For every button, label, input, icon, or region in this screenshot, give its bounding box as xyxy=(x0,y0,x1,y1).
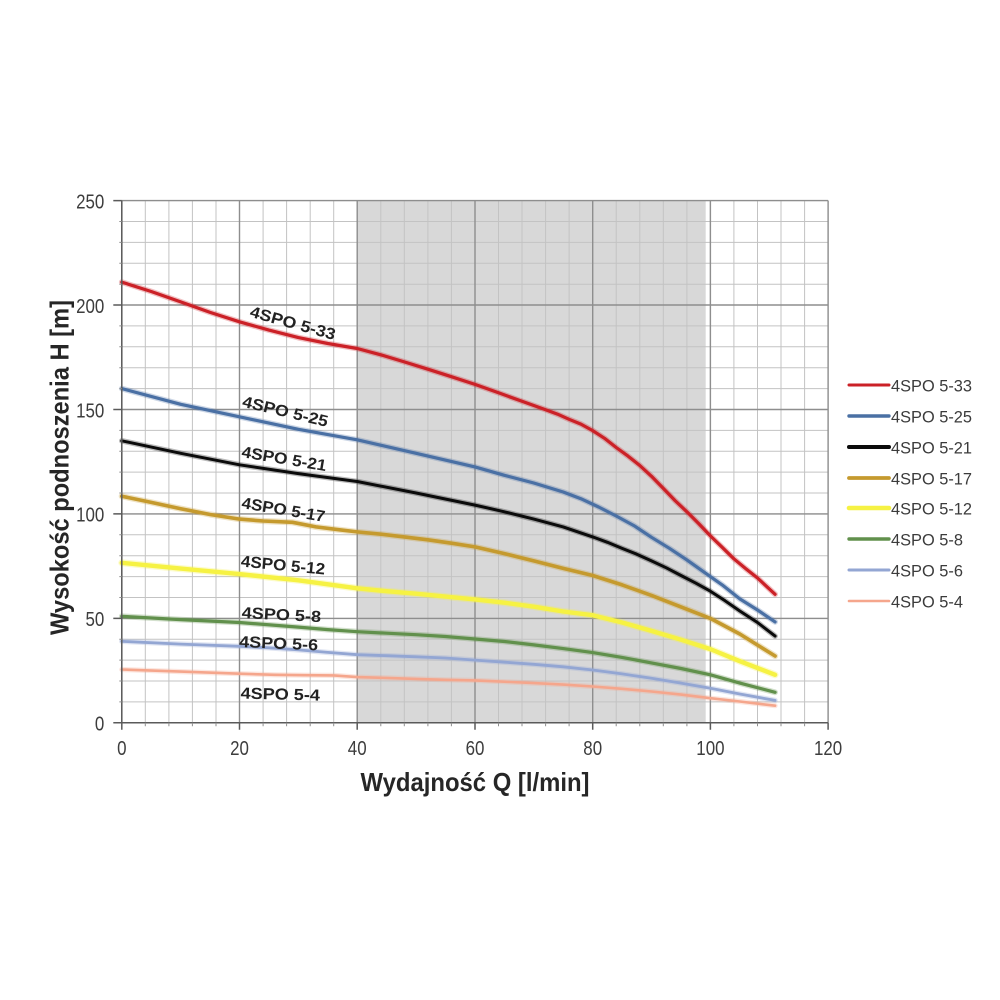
svg-text:0: 0 xyxy=(95,713,104,736)
svg-text:0: 0 xyxy=(117,737,126,760)
svg-text:20: 20 xyxy=(230,737,249,760)
svg-text:50: 50 xyxy=(86,608,105,631)
svg-text:4SPO 5-8: 4SPO 5-8 xyxy=(241,605,321,626)
svg-text:100: 100 xyxy=(76,504,104,527)
svg-text:4SPO 5-6: 4SPO 5-6 xyxy=(891,563,963,581)
svg-text:4SPO 5-8: 4SPO 5-8 xyxy=(891,532,963,550)
svg-text:Wydajność Q [l/min]: Wydajność Q [l/min] xyxy=(361,767,590,797)
svg-text:200: 200 xyxy=(76,295,104,318)
svg-text:4SPO 5-4: 4SPO 5-4 xyxy=(891,594,963,612)
svg-text:4SPO 5-21: 4SPO 5-21 xyxy=(891,440,972,458)
svg-text:4SPO 5-6: 4SPO 5-6 xyxy=(239,634,319,654)
svg-text:4SPO 5-17: 4SPO 5-17 xyxy=(891,471,972,489)
svg-text:4SPO 5-12: 4SPO 5-12 xyxy=(891,501,972,519)
svg-text:4SPO 5-33: 4SPO 5-33 xyxy=(891,378,972,396)
svg-text:Wysokość podnoszenia H [m]: Wysokość podnoszenia H [m] xyxy=(45,300,75,635)
svg-text:250: 250 xyxy=(76,190,104,213)
svg-text:60: 60 xyxy=(466,737,485,760)
svg-text:80: 80 xyxy=(583,737,602,760)
svg-text:100: 100 xyxy=(696,737,724,760)
svg-text:40: 40 xyxy=(348,737,367,760)
svg-text:150: 150 xyxy=(76,399,104,422)
svg-text:4SPO 5-25: 4SPO 5-25 xyxy=(891,409,972,427)
svg-text:4SPO 5-4: 4SPO 5-4 xyxy=(240,686,320,705)
svg-text:120: 120 xyxy=(814,737,842,760)
